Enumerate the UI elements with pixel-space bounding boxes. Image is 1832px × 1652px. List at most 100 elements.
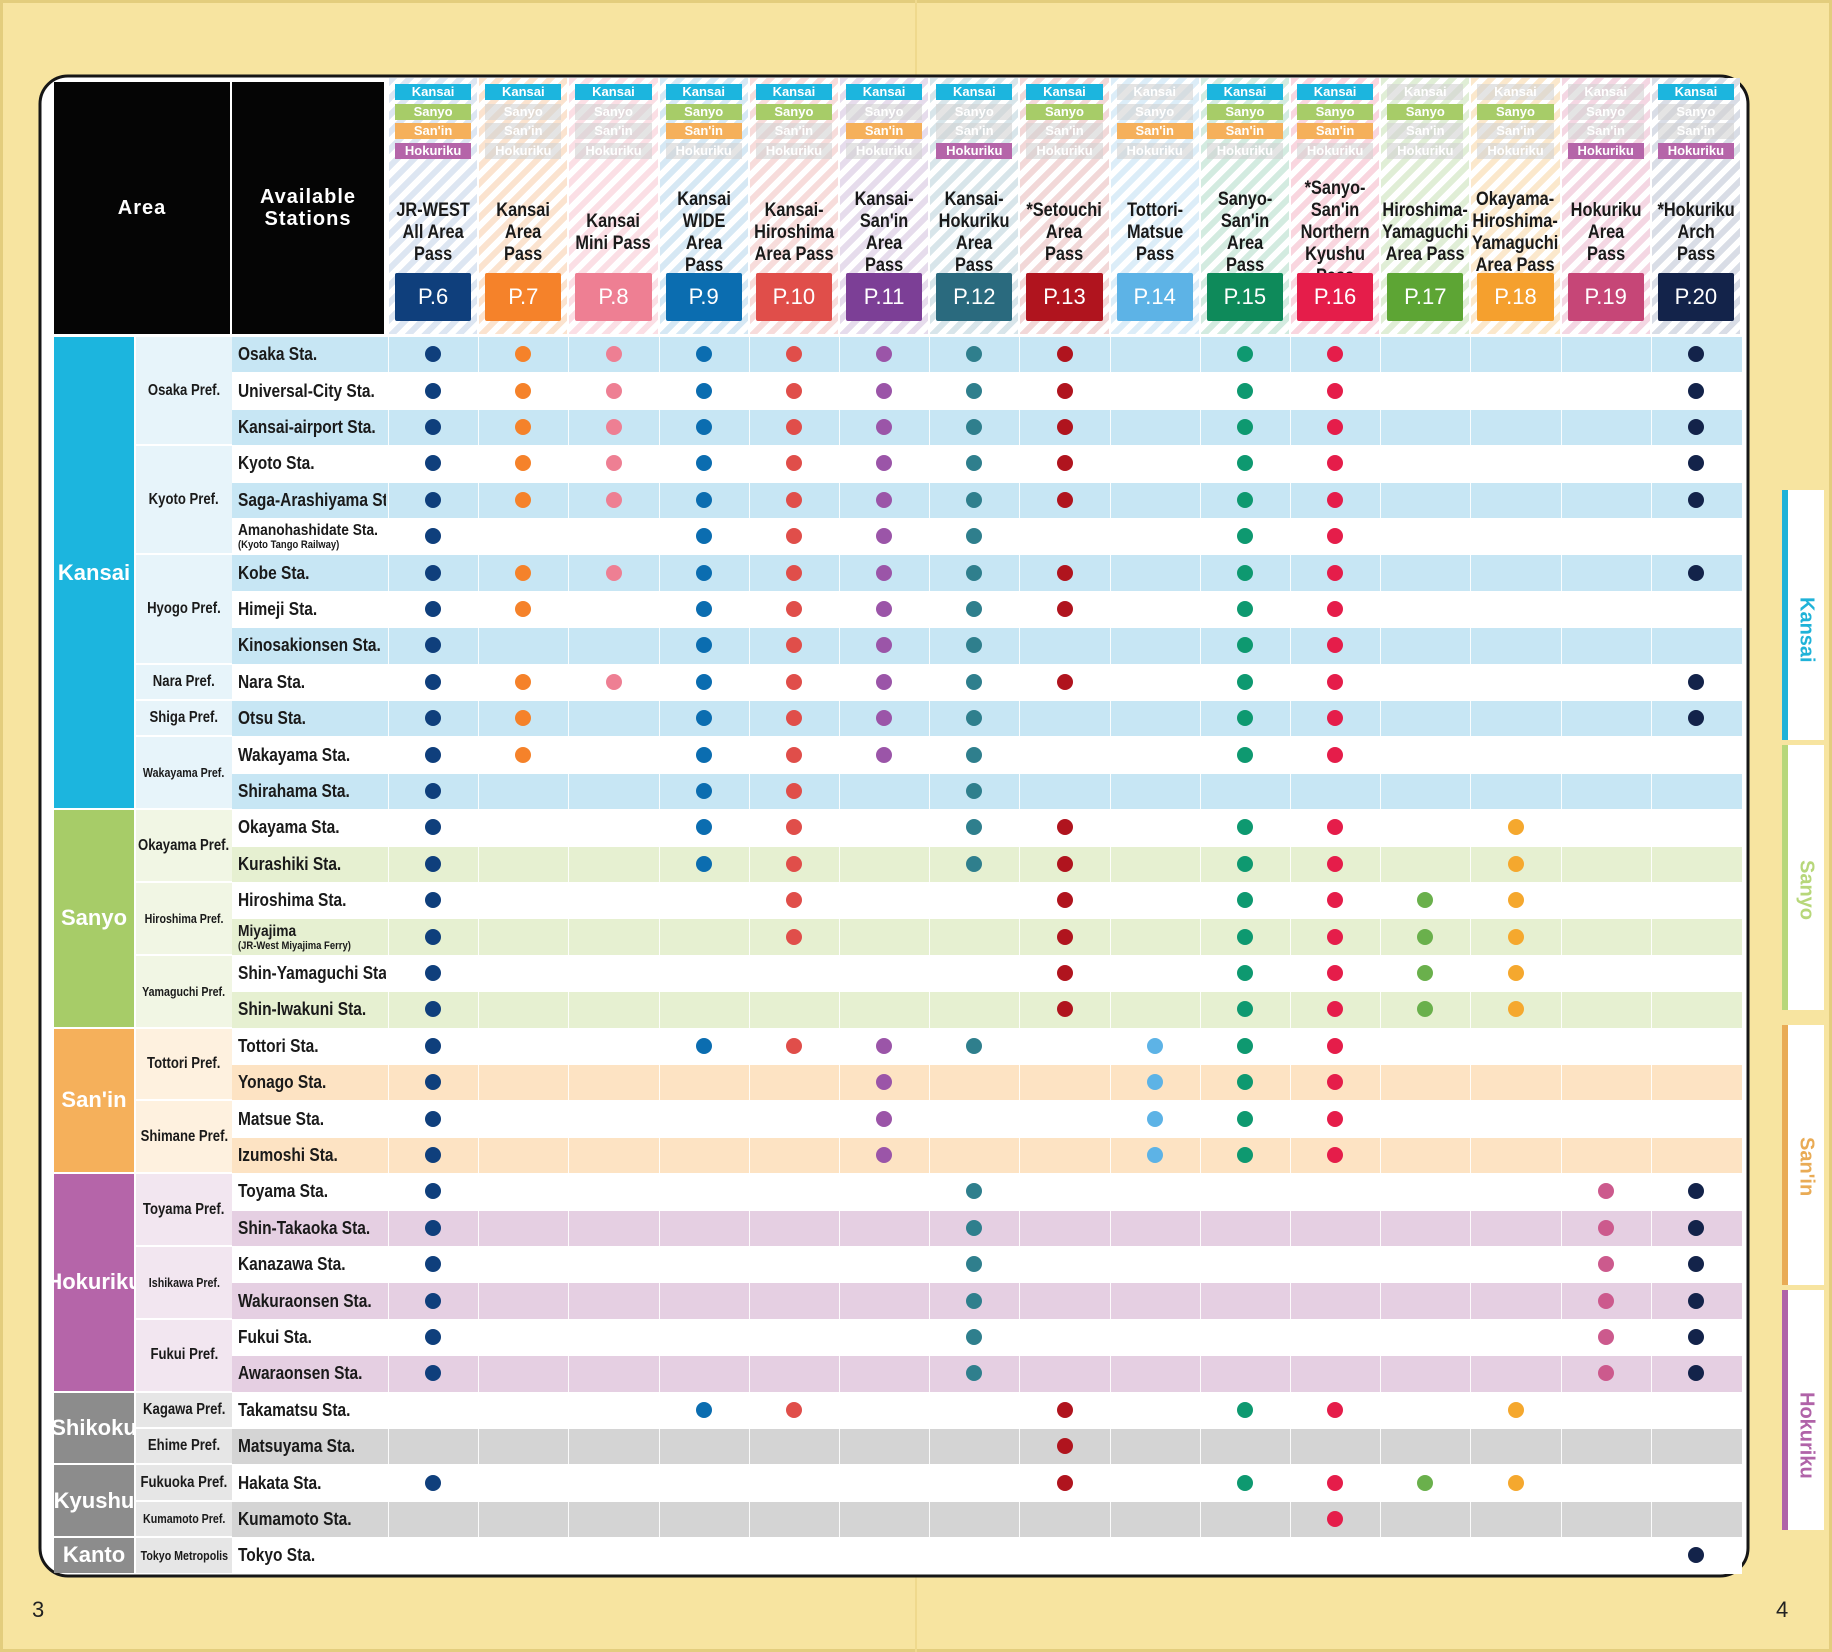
pass-page-button[interactable]: P.12 <box>936 273 1013 321</box>
column-divider <box>839 1137 840 1174</box>
station-name[interactable]: Tottori Sta. <box>232 1029 386 1064</box>
station-name[interactable]: Amanohashidate Sta. (Kyoto Tango Railway) <box>232 519 386 554</box>
station-name[interactable]: Nara Sta. <box>232 665 386 700</box>
column-divider <box>1470 482 1472 518</box>
side-tab-sanin[interactable]: San'in <box>1782 1025 1824 1285</box>
coverage-badge-sanyo: Sanyo <box>1116 103 1193 120</box>
station-name[interactable]: Kurashiki Sta. <box>232 847 386 882</box>
column-divider <box>1109 1283 1111 1319</box>
station-name[interactable]: Shirahama Sta. <box>232 774 386 809</box>
pass-page-button[interactable]: P.10 <box>755 273 832 321</box>
station-name[interactable]: Wakayama Sta. <box>232 737 386 772</box>
pass-page-button[interactable]: P.16 <box>1297 273 1374 321</box>
pass-column-header[interactable]: Kansai Sanyo San'in Hokuriku *Setouchi Area … <box>1020 78 1109 334</box>
pass-column-header[interactable]: Kansai Sanyo San'in Hokuriku Kansai- Hokurik… <box>930 78 1019 334</box>
availability-dot <box>966 601 983 617</box>
column-divider <box>658 919 660 955</box>
availability-dot <box>1327 1110 1344 1127</box>
station-name[interactable]: Miyajima (JR-West Miyajima Ferry) <box>232 919 386 954</box>
column-divider <box>1650 1101 1652 1137</box>
station-name[interactable]: Kinosakionsen Sta. <box>232 628 386 663</box>
station-name[interactable]: Awaraonsen Sta. <box>232 1356 386 1391</box>
station-name[interactable]: Tokyo Sta. <box>232 1538 386 1573</box>
pass-page-button[interactable]: P.15 <box>1206 273 1283 321</box>
pass-page-button[interactable]: P.11 <box>846 273 923 321</box>
pass-column-header[interactable]: Kansai Sanyo San'in Hokuriku Hiroshima- Yama… <box>1381 78 1470 334</box>
pass-column-header[interactable]: Kansai Sanyo San'in Hokuriku *Sanyo- San'in … <box>1291 78 1380 334</box>
station-name[interactable]: Takamatsu Sta. <box>232 1393 386 1428</box>
pass-column-header[interactable]: Kansai Sanyo San'in Hokuriku Sanyo- San'in A… <box>1200 78 1289 334</box>
availability-dot <box>966 346 983 363</box>
availability-dot <box>1507 1474 1524 1491</box>
availability-dot <box>1236 346 1253 363</box>
station-name[interactable]: Matsuyama Sta. <box>232 1429 386 1464</box>
station-name[interactable]: Kanazawa Sta. <box>232 1247 386 1282</box>
column-divider <box>1470 1065 1472 1101</box>
station-name[interactable]: Yonago Sta. <box>232 1065 386 1100</box>
pass-page-button[interactable]: P.19 <box>1567 273 1644 321</box>
side-tab-kansai[interactable]: Kansai <box>1782 490 1824 740</box>
station-name[interactable]: Hakata Sta. <box>232 1465 386 1500</box>
pass-column-header[interactable]: Kansai Sanyo San'in Hokuriku Kansai- Hiroshi… <box>749 78 838 334</box>
coverage-badge-hokuriku: Hokuriku <box>395 142 472 159</box>
column-divider <box>568 519 570 555</box>
availability-dot <box>1236 1401 1253 1418</box>
station-name[interactable]: Matsue Sta. <box>232 1101 386 1136</box>
pass-page-button[interactable]: P.14 <box>1116 273 1193 321</box>
pass-column-header[interactable]: Kansai Sanyo San'in Hokuriku Kansai- San'in … <box>840 78 929 334</box>
pass-page-button[interactable]: P.9 <box>665 273 742 321</box>
pass-column-header[interactable]: Kansai Sanyo San'in Hokuriku Kansai Area Pas… <box>479 78 568 334</box>
pass-page-button[interactable]: P.18 <box>1477 273 1554 321</box>
station-name[interactable]: Izumoshi Sta. <box>232 1138 386 1173</box>
column-divider <box>478 519 480 555</box>
side-tab-sanyo[interactable]: Sanyo <box>1782 745 1824 1010</box>
column-divider <box>1290 1283 1291 1319</box>
station-name[interactable]: Saga-Arashiyama Sta. <box>232 483 386 518</box>
station-label: Saga-Arashiyama Sta. <box>238 489 386 510</box>
station-name[interactable]: Kansai-airport Sta. <box>232 410 386 445</box>
pass-column-header[interactable]: Kansai Sanyo San'in Hokuriku *Hokuriku Arch … <box>1651 78 1740 334</box>
station-name[interactable]: Shin-Takaoka Sta. <box>232 1211 386 1246</box>
column-divider <box>1290 701 1291 737</box>
station-label: Matsuyama Sta. <box>238 1436 356 1457</box>
column-divider <box>1109 810 1111 846</box>
pass-column-header[interactable]: Kansai Sanyo San'in Hokuriku Kansai WIDE Are… <box>659 78 748 334</box>
station-name[interactable]: Kumamoto Sta. <box>232 1502 386 1537</box>
column-divider <box>1560 409 1562 446</box>
column-divider <box>1199 1465 1201 1501</box>
pass-page-button[interactable]: P.6 <box>395 273 472 321</box>
column-divider <box>839 883 840 919</box>
pass-column-header[interactable]: Kansai Sanyo San'in Hokuriku Hokuriku Area P… <box>1561 78 1650 334</box>
pass-column-header[interactable]: Kansai Sanyo San'in Hokuriku Kansai Mini Pas… <box>569 78 658 334</box>
side-tab-hokuriku[interactable]: Hokuriku <box>1782 1290 1824 1530</box>
pass-page-button[interactable]: P.7 <box>485 273 562 321</box>
station-name[interactable]: Fukui Sta. <box>232 1320 386 1355</box>
column-divider <box>1380 482 1382 518</box>
station-name[interactable]: Otsu Sta. <box>232 701 386 736</box>
station-name[interactable]: Okayama Sta. <box>232 810 386 845</box>
availability-dot <box>1327 455 1344 472</box>
pass-page-button[interactable]: P.20 <box>1657 273 1734 321</box>
station-name[interactable]: Kobe Sta. <box>232 555 386 590</box>
station-name[interactable]: Shin-Yamaguchi Sta. <box>232 956 386 991</box>
pass-column-header[interactable]: Kansai Sanyo San'in Hokuriku JR-WEST All Are… <box>389 78 478 334</box>
station-name[interactable]: Osaka Sta. <box>232 337 386 372</box>
column-divider <box>1560 1247 1562 1283</box>
pass-page-button[interactable]: P.13 <box>1026 273 1103 321</box>
availability-dot <box>1236 564 1253 581</box>
column-divider <box>748 1028 750 1064</box>
prefecture-name: Hyogo Pref. <box>147 599 221 617</box>
column-divider <box>1380 701 1382 737</box>
pass-column-header[interactable]: Kansai Sanyo San'in Hokuriku Okayama- Hirosh… <box>1471 78 1560 334</box>
column-divider <box>1290 846 1291 882</box>
station-name[interactable]: Universal-City Sta. <box>232 373 386 408</box>
station-name[interactable]: Wakuraonsen Sta. <box>232 1283 386 1318</box>
pass-page-button[interactable]: P.17 <box>1387 273 1464 321</box>
station-name[interactable]: Himeji Sta. <box>232 592 386 627</box>
station-name[interactable]: Hiroshima Sta. <box>232 883 386 918</box>
station-name[interactable]: Toyama Sta. <box>232 1174 386 1209</box>
station-name[interactable]: Kyoto Sta. <box>232 446 386 481</box>
pass-page-button[interactable]: P.8 <box>575 273 652 321</box>
station-name[interactable]: Shin-Iwakuni Sta. <box>232 992 386 1027</box>
pass-column-header[interactable]: Kansai Sanyo San'in Hokuriku Tottori- Matsue… <box>1110 78 1199 334</box>
